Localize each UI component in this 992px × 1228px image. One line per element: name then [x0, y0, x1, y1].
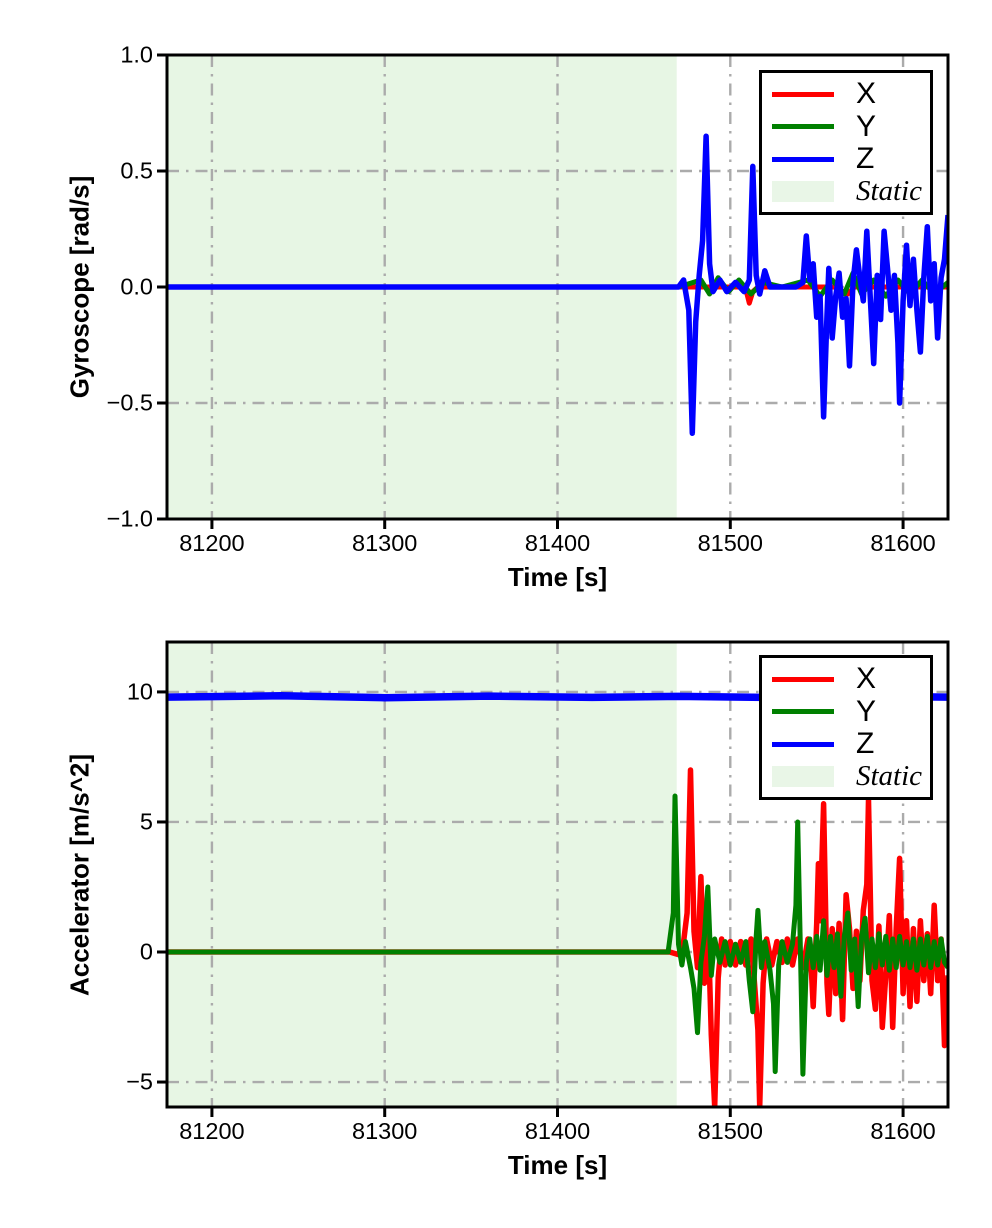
- z-line-swatch-icon: [772, 741, 834, 747]
- x-tick-label: 81400: [524, 530, 591, 556]
- plot-svg: [157, 53, 950, 529]
- x-tick-label: 81600: [870, 1118, 936, 1144]
- accelerator-plot-area: [153, 628, 962, 1121]
- legend-item-x: X: [772, 664, 924, 694]
- x-tick-label: 81400: [524, 1118, 591, 1144]
- y-tick-label: 5: [139, 808, 153, 835]
- x-tick-label: 81200: [179, 530, 245, 556]
- legend-label-x: X: [856, 662, 877, 696]
- axes-spines: [165, 640, 950, 1109]
- legend-label-static: Static: [856, 759, 923, 792]
- gyroscope-plot-area: [153, 41, 962, 533]
- tick-marks: [157, 53, 905, 529]
- x-tick-label: 81300: [352, 530, 418, 556]
- accelerator-x-axis-label: Time [s]: [507, 1150, 608, 1180]
- y-tick-label: 10: [126, 678, 153, 705]
- x-tick-label: 81600: [870, 530, 936, 556]
- y-tick-label: −5: [126, 1068, 153, 1095]
- y-tick-label: 0.0: [120, 273, 153, 300]
- y-tick-label: −0.5: [106, 389, 153, 416]
- legend-item-x: X: [772, 79, 924, 109]
- x-line-swatch-icon: [772, 676, 834, 682]
- y-line-swatch-icon: [772, 124, 834, 130]
- x-tick-label: 81500: [697, 530, 763, 556]
- x-tick-label: 81200: [179, 1118, 245, 1144]
- x-tick-label: 81300: [352, 1118, 418, 1144]
- legend-label-x: X: [856, 77, 877, 111]
- gyroscope-x-axis-label: Time [s]: [507, 562, 608, 592]
- accelerator-y-axis-label: Accelerator [m/s^2]: [64, 753, 95, 997]
- legend-label-z: Z: [856, 142, 875, 176]
- legend-item-y: Y: [772, 694, 924, 728]
- x-tick-label: 81500: [697, 1118, 763, 1144]
- y-line-swatch-icon: [772, 709, 834, 715]
- legend-item-z: Z: [772, 729, 924, 759]
- legend-item-static: Static: [772, 174, 924, 207]
- legend-item-static: Static: [772, 759, 924, 792]
- y-tick-label: 1.0: [120, 41, 153, 68]
- static-patch-swatch-icon: [772, 765, 834, 787]
- axes-spines: [165, 53, 950, 521]
- static-patch-swatch-icon: [772, 180, 834, 202]
- accelerator-legend: X Y Z Static: [759, 655, 933, 800]
- tick-marks: [157, 690, 905, 1117]
- series-z-line: [167, 133, 948, 436]
- plot-svg: [157, 640, 950, 1117]
- gyroscope-legend: X Y Z Static: [759, 70, 933, 215]
- y-tick-label: 0.5: [120, 157, 153, 184]
- x-line-swatch-icon: [772, 91, 834, 97]
- static-region: [167, 642, 677, 1107]
- series-y-line: [167, 793, 948, 1077]
- legend-label-y: Y: [856, 109, 877, 143]
- legend-item-z: Z: [772, 144, 924, 174]
- legend-label-static: Static: [856, 174, 923, 207]
- z-line-swatch-icon: [772, 156, 834, 162]
- legend-label-y: Y: [856, 694, 877, 728]
- series-x-line: [167, 767, 948, 1107]
- legend-item-y: Y: [772, 109, 924, 143]
- y-tick-label: 0: [139, 938, 153, 965]
- legend-label-z: Z: [856, 727, 875, 761]
- gyroscope-y-axis-label: Gyroscope [rad/s]: [64, 175, 95, 399]
- y-tick-label: −1.0: [106, 505, 153, 532]
